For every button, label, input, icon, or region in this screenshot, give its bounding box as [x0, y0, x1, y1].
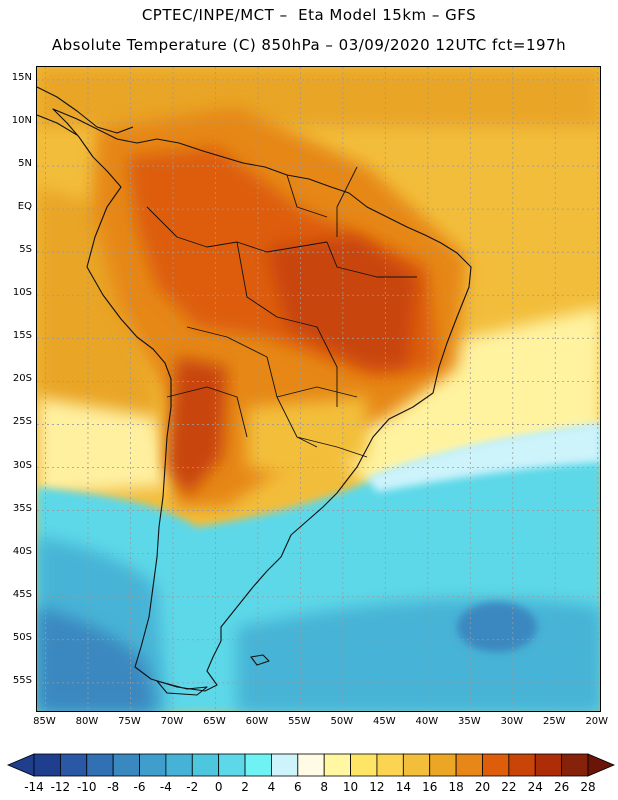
field-north-warm	[37, 67, 600, 127]
country-borders	[146, 166, 417, 458]
colorbar-label: 18	[448, 780, 464, 794]
lon-label: 60W	[245, 716, 269, 727]
title-line-1: CPTEC/INPE/MCT – Eta Model 15km – GFS	[141, 6, 477, 24]
lon-label: 40W	[415, 716, 439, 727]
colorbar-swatch	[165, 753, 193, 777]
gridlines	[37, 67, 600, 711]
lon-label: 65W	[203, 716, 226, 727]
lat-label: 35S	[12, 502, 32, 514]
colorbar-swatch	[297, 753, 325, 777]
lat-label: 5S	[19, 244, 32, 256]
lon-label: 80W	[75, 716, 99, 727]
colorbar-label: 14	[395, 780, 411, 794]
colorbar-label: 0	[214, 780, 223, 794]
colorbar-swatch	[33, 753, 61, 777]
lon-label: 55W	[288, 716, 311, 727]
field-cold-core	[457, 602, 537, 652]
lat-label: 25S	[12, 416, 32, 428]
lat-label: 55S	[12, 674, 32, 686]
colorbar-swatch	[508, 753, 536, 777]
colorbar-swatch	[59, 753, 88, 777]
colorbar-swatch	[139, 753, 167, 777]
colorbar-swatch	[429, 753, 457, 777]
lat-label: 30S	[12, 459, 32, 471]
colorbar-swatch	[455, 753, 483, 777]
title-line-2: Absolute Temperature (C) 850hPa – 03/09/…	[51, 36, 567, 54]
colorbar-label: 20	[474, 780, 491, 794]
colorbar-label: 26	[553, 780, 570, 794]
falkland-islands	[250, 654, 270, 666]
colorbar-label: 24	[527, 780, 543, 794]
colorbar-swatch	[112, 753, 140, 777]
lon-label: 25W	[542, 716, 566, 727]
colorbar-swatch	[86, 753, 114, 777]
lat-label: 45S	[12, 588, 32, 600]
map-canvas	[37, 67, 600, 711]
colorbar-label: -6	[133, 780, 146, 794]
lat-label: 10N	[11, 114, 32, 126]
lon-label: 30W	[500, 716, 524, 727]
colorbar-label: 12	[369, 780, 385, 794]
colorbar-label: 28	[580, 780, 596, 794]
lon-label: 35W	[457, 716, 481, 727]
lat-label: 5N	[18, 158, 32, 170]
lon-label: 85W	[33, 716, 56, 727]
field-central-hot	[267, 237, 417, 367]
south-america-coast	[52, 108, 472, 692]
coastlines	[37, 86, 472, 696]
lat-label: EQ	[17, 201, 32, 213]
colorbar-label: -8	[107, 780, 120, 794]
lat-label: 20S	[12, 373, 32, 385]
colorbar-label: -12	[50, 780, 71, 794]
colorbar-swatch	[482, 753, 510, 777]
field-andes-hot	[167, 357, 227, 497]
colorbar-label: -14	[24, 780, 44, 794]
colorbar-swatch	[534, 753, 563, 777]
field-south-brazil	[247, 397, 367, 477]
central-america-coast	[37, 86, 134, 136]
colorbar-label: 16	[422, 780, 438, 794]
colorbar-label: -4	[159, 780, 172, 794]
colorbar-swatch	[323, 753, 351, 777]
tierra-del-fuego	[156, 680, 208, 696]
colorbar-label: -2	[186, 780, 199, 794]
colorbar-swatch	[376, 753, 404, 777]
colorbar-swatch	[402, 753, 431, 777]
colorbar-swatch	[191, 753, 220, 777]
lat-label: 40S	[12, 545, 32, 557]
colorbar-label: -10	[76, 780, 97, 794]
colorbar-over-arrow	[587, 753, 616, 777]
lon-label: 20W	[585, 716, 609, 727]
field-pacific-yellow	[37, 397, 167, 497]
field-cold-deep	[37, 607, 157, 711]
lon-label: 75W	[118, 716, 141, 727]
lat-label: 10S	[12, 287, 32, 299]
lat-label: 15N	[11, 71, 32, 83]
lon-label: 70W	[160, 716, 184, 727]
colorbar-swatch	[218, 753, 246, 777]
colorbar-swatch	[244, 753, 272, 777]
temperature-map	[36, 66, 601, 712]
colorbar-swatch	[271, 753, 299, 777]
colorbar-label: 6	[293, 780, 302, 794]
colorbar-under-arrow	[6, 753, 35, 777]
colorbar	[6, 753, 616, 777]
field-cold-pale	[367, 422, 600, 492]
lat-label: 15S	[12, 330, 32, 342]
colorbar-label: 10	[342, 780, 359, 794]
lat-label: 50S	[12, 631, 32, 643]
lon-label: 50W	[330, 716, 354, 727]
colorbar-label: 4	[267, 780, 276, 794]
colorbar-label: 2	[241, 780, 249, 794]
colorbar-label: 22	[501, 780, 517, 794]
lon-label: 45W	[373, 716, 396, 727]
colorbar-swatch	[350, 753, 378, 777]
colorbar-swatch	[561, 753, 589, 777]
colorbar-label: 8	[320, 780, 328, 794]
